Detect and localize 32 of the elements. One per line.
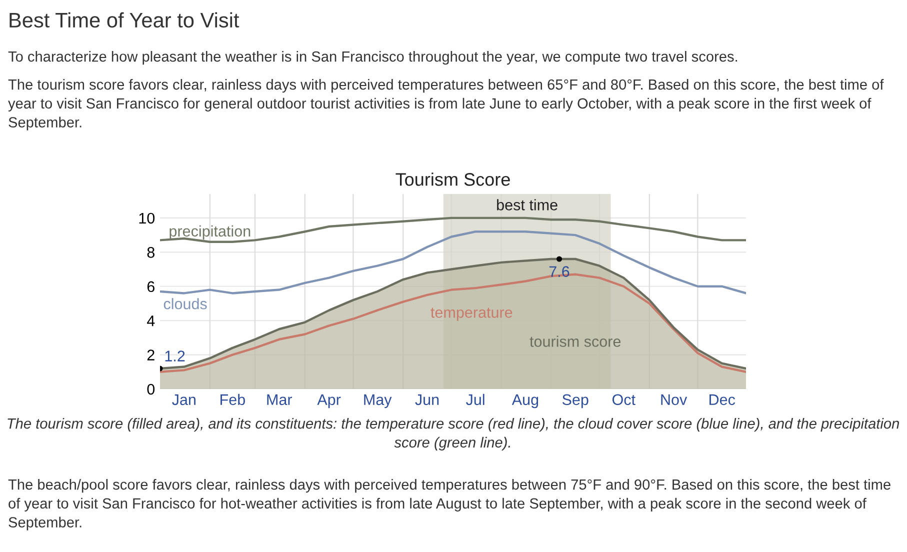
x-tick-label: Jul: [466, 394, 484, 406]
text: The beach/pool score favors clear, rainless days with perceived temperatures between 75°F and 90°F. Based on this score, the best time of year to visit San Francisco for hot-weather activities is from late August to late September, with a peak score in the second week of September.: [8, 479, 890, 530]
x-tick-label: Nov: [661, 394, 688, 406]
x-tick-label: Aug: [512, 394, 538, 408]
text: Best Time of Year to Visit: [10, 12, 240, 28]
annotation: 7.6: [549, 266, 570, 277]
y-tick-label: 0: [147, 384, 155, 395]
text: To characterize how pleasant the weather is in San Francisco throughout the year, we compute two travel scores.: [8, 51, 738, 65]
x-tick-label: Dec: [710, 394, 736, 406]
series-label: precipitation: [170, 225, 250, 240]
x-tick-label: Feb: [220, 394, 245, 406]
text: The tourism score favors clear, rainless days with perceived temperatures between 65°F and 80°F. Based on this score, the best time of year to visit San Francisco for general outdoor tourist activities is from late June to early October, with a peak score in the first week of September.: [8, 79, 884, 130]
x-tick-label: Jun: [415, 394, 439, 406]
x-tick-label: Apr: [317, 394, 341, 408]
chart-title: Tourism Score: [396, 172, 510, 186]
x-tick-label: Jan: [172, 394, 196, 406]
x-tick-label: Oct: [612, 394, 636, 406]
y-tick-label: 8: [147, 247, 154, 258]
x-tick-label: May: [364, 394, 392, 408]
y-tick-label: 2: [147, 350, 154, 360]
line-series: [160, 216, 746, 244]
text: The tourism score (filled area), and its constituents: the temperature score (red line), the cloud cover score (blue line), and the precipitation score (green line).: [8, 418, 899, 450]
band-label: best time: [497, 199, 558, 210]
series-label: temperature: [430, 308, 512, 321]
y-tick-label: 6: [147, 281, 154, 292]
x-tick-label: Mar: [267, 394, 292, 406]
x-tick-label: Sep: [562, 394, 588, 408]
series-label: tourism score: [530, 336, 621, 347]
annotation: 1.2: [165, 350, 185, 362]
y-tick-label: 10: [139, 212, 155, 224]
series-label: clouds: [164, 298, 207, 310]
y-tick-label: 4: [146, 316, 155, 326]
